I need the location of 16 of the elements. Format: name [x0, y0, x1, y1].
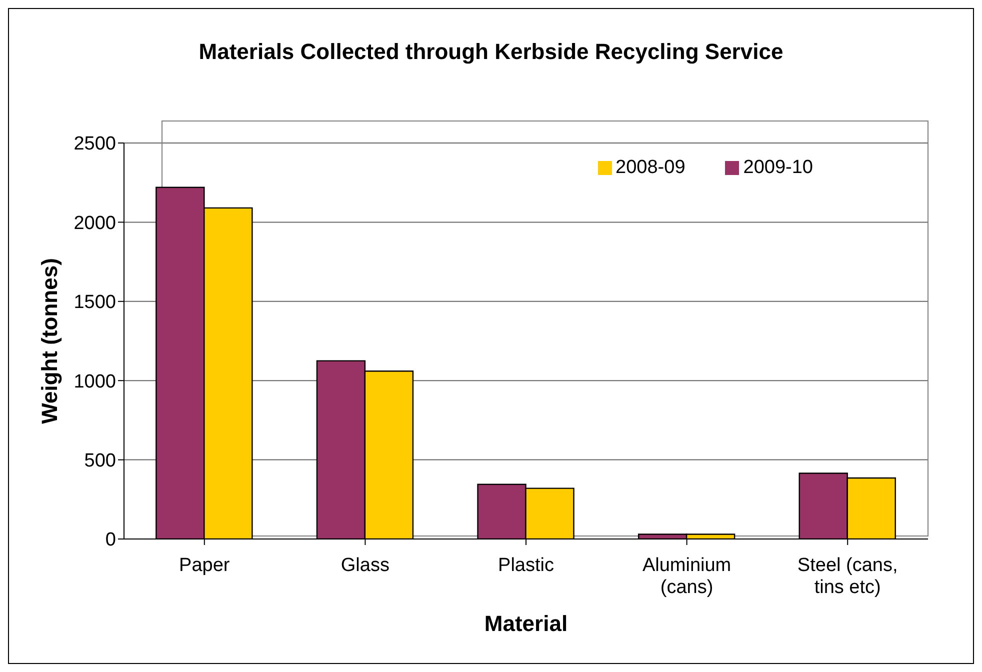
legend-label: 2008-09: [616, 157, 686, 178]
chart-title: Materials Collected through Kerbside Recycling Service: [198, 39, 784, 65]
legend-label: 2009-10: [743, 157, 813, 178]
x-tick-label: Steel (cans, tins etc): [797, 555, 898, 598]
x-tick-label: Aluminium (cans): [642, 555, 732, 598]
x-axis-title: Material: [484, 611, 568, 636]
y-tick-label: 500: [84, 450, 116, 472]
y-tick-label: 0: [105, 530, 116, 551]
x-tick-label: Paper: [179, 555, 230, 576]
x-tick-label: Glass: [340, 555, 390, 576]
x-tick-label: Plastic: [498, 555, 554, 576]
y-tick-label: 2500: [74, 134, 116, 155]
y-tick-label: 1500: [74, 292, 116, 314]
y-axis-title: Weight (tonnes): [36, 258, 62, 424]
y-tick-label: 2000: [74, 212, 116, 234]
y-tick-label: 1000: [74, 371, 116, 392]
